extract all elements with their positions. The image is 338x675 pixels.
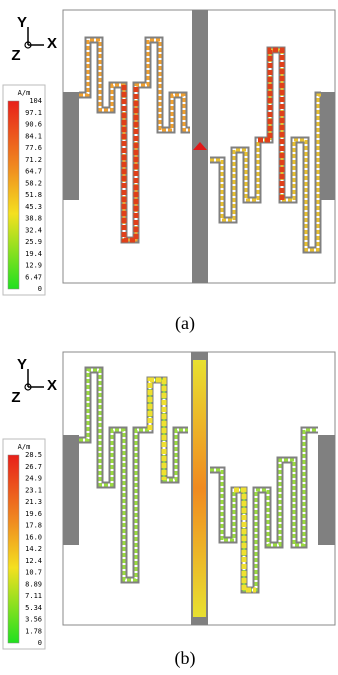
legend-label: 26.7: [25, 463, 42, 471]
color-bar: [8, 455, 19, 643]
legend-label: 51.8: [25, 191, 42, 199]
legend-label: 19.6: [25, 510, 42, 518]
legend-label: 17.8: [25, 522, 42, 530]
legend-label: 21.3: [25, 498, 42, 506]
legend-label: 14.2: [25, 545, 42, 553]
ground-block: [63, 92, 79, 200]
color-bar: [8, 101, 19, 289]
legend-label: 10.7: [25, 569, 42, 577]
axis-label-x: X: [47, 35, 57, 52]
legend-label: 71.2: [25, 156, 42, 164]
legend-label: 5.34: [25, 604, 42, 612]
legend-label: 28.5: [25, 451, 42, 459]
axis-label-z: Z: [11, 389, 20, 406]
legend-label: 25.9: [25, 238, 42, 246]
legend-label: 90.6: [25, 121, 42, 129]
axis-label-z: Z: [11, 47, 20, 64]
legend-label: 12.9: [25, 262, 42, 270]
legend-label: 3.56: [25, 616, 42, 624]
caption: (b): [175, 648, 196, 669]
legend-label: 8.89: [25, 580, 42, 588]
legend-label: 38.8: [25, 215, 42, 223]
page: YXZA/m10497.190.684.177.671.264.758.251.…: [0, 0, 338, 675]
legend-label: 7.11: [25, 592, 42, 600]
ground-block: [321, 92, 335, 200]
legend-unit: A/m: [18, 89, 31, 97]
legend-label: 45.3: [25, 203, 42, 211]
axis-label-y: Y: [17, 14, 27, 31]
legend-label: 77.6: [25, 144, 42, 152]
current-strip: [193, 360, 206, 617]
legend-label: 32.4: [25, 226, 42, 234]
legend-label: 1.78: [25, 627, 42, 635]
legend-label: 97.1: [25, 109, 42, 117]
ground-block: [318, 435, 335, 545]
legend-label: 64.7: [25, 168, 42, 176]
legend-label: 104: [29, 97, 42, 105]
legend-unit: A/m: [18, 443, 31, 451]
axis-label-y: Y: [17, 356, 27, 373]
axis-label-x: X: [47, 377, 57, 394]
legend-label: 23.1: [25, 486, 42, 494]
caption: (a): [175, 313, 195, 334]
legend-label: 19.4: [25, 250, 42, 258]
legend-label: 0: [38, 639, 42, 647]
legend-label: 84.1: [25, 132, 42, 140]
ground-block: [63, 435, 79, 545]
legend-label: 0: [38, 285, 42, 293]
legend-label: 12.4: [25, 557, 42, 565]
figure: YXZA/m10497.190.684.177.671.264.758.251.…: [0, 0, 338, 675]
legend-label: 58.2: [25, 179, 42, 187]
legend-label: 24.9: [25, 475, 42, 483]
legend-label: 6.47: [25, 273, 42, 281]
legend-label: 16.0: [25, 533, 42, 541]
